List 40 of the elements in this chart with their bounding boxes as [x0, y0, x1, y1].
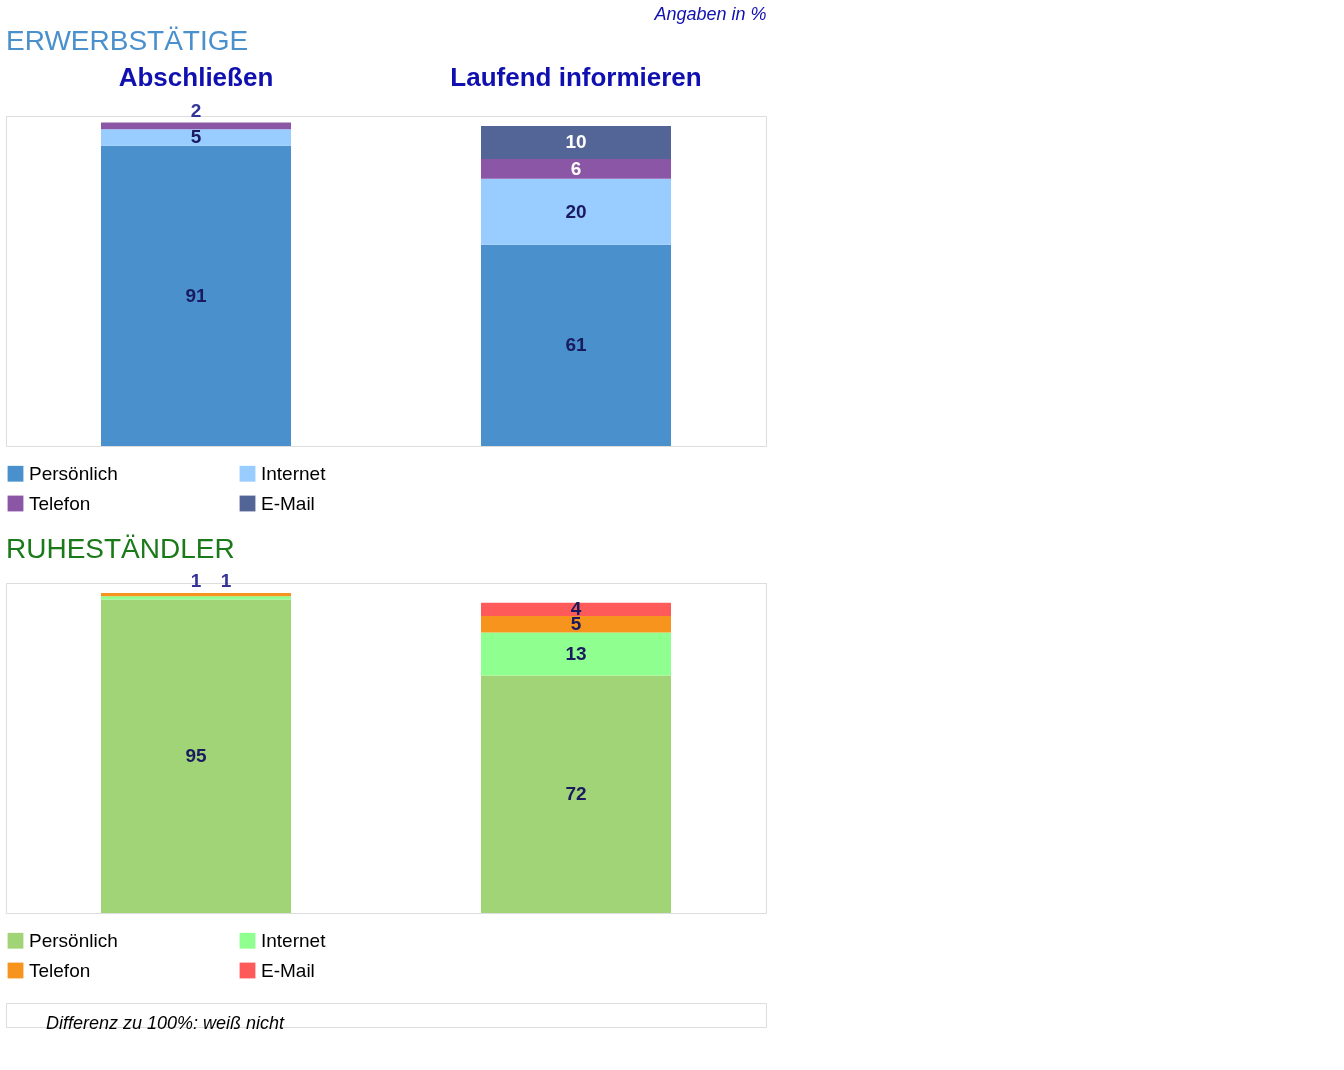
data-label: 10	[565, 131, 587, 153]
bar	[481, 158, 671, 179]
data-label: 95	[185, 745, 207, 767]
legend-label: E-Mail	[261, 492, 315, 514]
data-label: 61	[565, 334, 587, 356]
bar	[481, 632, 671, 676]
data-label: 13	[565, 642, 587, 664]
bar	[481, 178, 671, 245]
legend-label: Internet	[261, 929, 327, 951]
chart-title: ERWERBSTÄTIGE	[6, 25, 249, 56]
data-label: 91	[185, 284, 207, 306]
x-tick-label: Laufend informieren	[450, 61, 702, 92]
bar	[481, 244, 671, 446]
data-label: 20	[565, 200, 587, 222]
bar	[481, 616, 671, 633]
legend-label: E-Mail	[261, 959, 315, 981]
bar	[101, 145, 291, 446]
data-label: 72	[565, 783, 587, 805]
text: Angaben in %	[653, 3, 767, 24]
legend-label: Persönlich	[29, 462, 118, 484]
x-tick-label: Abschließen	[118, 61, 274, 92]
legend-label: Telefon	[29, 492, 91, 514]
bar	[101, 592, 291, 597]
bar	[101, 599, 291, 913]
data-label: 2	[190, 99, 202, 121]
data-label: 1	[190, 569, 202, 591]
bar	[101, 596, 291, 600]
data-label: 6	[570, 157, 582, 179]
bar	[481, 675, 671, 913]
bar	[481, 125, 671, 159]
chart-title: RUHESTÄNDLER	[6, 532, 235, 564]
bar	[481, 602, 671, 616]
legend-label: Persönlich	[29, 929, 118, 951]
bar	[101, 129, 291, 146]
data-label: 1	[220, 569, 232, 591]
bar	[101, 122, 291, 130]
legend-label: Telefon	[29, 959, 91, 981]
legend-label: Internet	[261, 462, 327, 484]
text: Differenz zu 100%: weiß nicht	[46, 1013, 286, 1033]
data-label: 5	[190, 126, 202, 148]
